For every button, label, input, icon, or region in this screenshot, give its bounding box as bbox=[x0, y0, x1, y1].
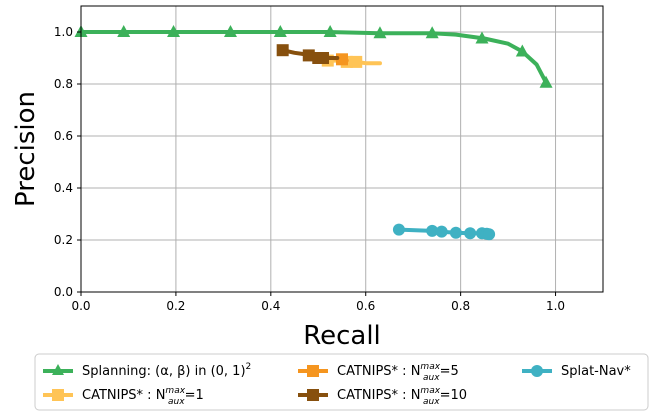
series-layer bbox=[74, 25, 553, 241]
legend-entry-catnips-1: CATNIPS* : Nmax aux=1 bbox=[43, 386, 204, 407]
legend-entry-splat-nav: Splat-Nav* bbox=[522, 364, 631, 379]
legend-label-splanning: Splanning: (α, β) in (0, 1)2 bbox=[82, 362, 251, 379]
data-point-triangle bbox=[515, 44, 529, 57]
y-tick-label: 0.8 bbox=[54, 77, 73, 91]
legend-triangle-marker bbox=[52, 364, 64, 375]
legend-circle-marker bbox=[531, 365, 543, 377]
y-tick-label: 0.2 bbox=[54, 233, 73, 247]
y-tick-label: 0.4 bbox=[54, 181, 73, 195]
x-tick-label: 0.0 bbox=[71, 299, 90, 313]
data-point-triangle bbox=[223, 25, 237, 37]
data-point-square bbox=[302, 49, 315, 62]
x-tick-label: 0.4 bbox=[261, 299, 280, 313]
data-point-triangle bbox=[475, 31, 489, 44]
series-0 bbox=[74, 25, 553, 88]
plot-frame bbox=[80, 5, 604, 293]
data-point-square bbox=[350, 55, 363, 68]
data-point-circle bbox=[483, 228, 496, 241]
axis-ticks: 0.0 0.2 0.4 0.6 0.8 1.0 0.0 0.2 0.4 0.6 0.8 1.0 bbox=[54, 25, 565, 313]
data-point-triangle bbox=[425, 26, 439, 39]
legend-label-catnips-10: CATNIPS* : Nmax aux=10 bbox=[337, 386, 467, 407]
data-point-square bbox=[336, 53, 348, 66]
x-tick-label: 0.2 bbox=[166, 299, 185, 313]
y-tick-label: 0.0 bbox=[54, 285, 73, 299]
data-point-triangle bbox=[273, 25, 287, 37]
x-tick-label: 0.8 bbox=[451, 299, 470, 313]
data-point-triangle bbox=[117, 25, 131, 37]
legend-square-marker bbox=[52, 389, 64, 401]
y-tick-label: 0.6 bbox=[54, 129, 73, 143]
data-point-triangle bbox=[323, 25, 337, 37]
legend-box bbox=[34, 353, 649, 411]
data-point-triangle bbox=[373, 26, 387, 39]
legend-square-marker bbox=[307, 365, 319, 377]
data-point-square bbox=[317, 52, 330, 64]
data-point-circle bbox=[449, 226, 462, 239]
legend-square-marker bbox=[307, 389, 319, 401]
data-point-triangle bbox=[539, 75, 553, 88]
data-point-circle bbox=[392, 223, 405, 236]
data-point-circle bbox=[426, 224, 439, 237]
series-4 bbox=[392, 223, 496, 241]
legend: Splanning: (α, β) in (0, 1)2 CATNIPS* : … bbox=[34, 353, 649, 411]
data-point-circle bbox=[464, 227, 477, 240]
series-3 bbox=[276, 44, 340, 64]
legend-entry-catnips-10: CATNIPS* : Nmax aux=10 bbox=[298, 386, 467, 407]
legend-entry-splanning: Splanning: (α, β) in (0, 1)2 bbox=[43, 362, 251, 379]
data-point-circle bbox=[435, 225, 448, 238]
y-axis-title: Precision bbox=[11, 91, 41, 207]
x-tick-label: 1.0 bbox=[546, 299, 565, 313]
y-tick-label: 1.0 bbox=[54, 25, 73, 39]
legend-label-catnips-1: CATNIPS* : Nmax aux=1 bbox=[82, 386, 204, 407]
data-point-square bbox=[276, 44, 289, 57]
legend-entry-catnips-5: CATNIPS* : Nmax aux=5 bbox=[298, 362, 459, 383]
x-axis-title: Recall bbox=[303, 321, 381, 351]
legend-label-splat-nav: Splat-Nav* bbox=[561, 364, 631, 379]
data-point-triangle bbox=[167, 25, 181, 37]
x-tick-label: 0.6 bbox=[356, 299, 375, 313]
legend-label-catnips-5: CATNIPS* : Nmax aux=5 bbox=[337, 362, 459, 383]
